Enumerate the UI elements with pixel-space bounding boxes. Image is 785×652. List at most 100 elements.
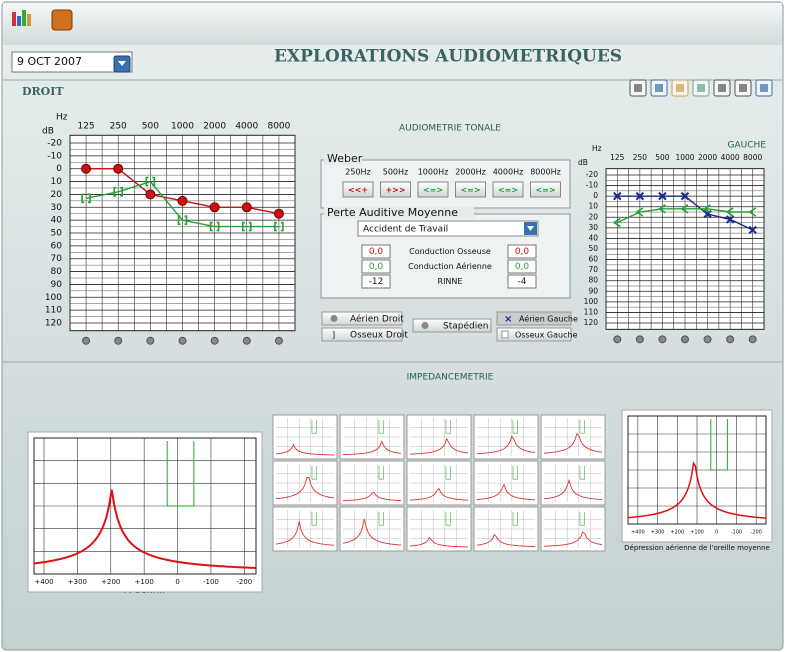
thumb-trace — [311, 512, 317, 526]
legend-label: Osseux Gauche — [515, 331, 578, 340]
marker — [680, 204, 689, 214]
value-box — [361, 244, 391, 259]
thumb-curve — [409, 487, 469, 501]
thumb-curve — [275, 443, 335, 456]
legend-swatch — [421, 322, 429, 329]
y-tick-label: 70 — [588, 265, 598, 274]
marker — [81, 193, 91, 204]
marker — [81, 163, 92, 174]
weber-button[interactable] — [342, 181, 374, 198]
legend-bone-left[interactable] — [496, 327, 572, 342]
y-tick-label: 20 — [588, 212, 598, 221]
y-tick-label: 0 — [593, 191, 598, 200]
y-tick-label: 50 — [588, 244, 598, 253]
right-value: 0,0 — [369, 262, 384, 272]
weber-button[interactable] — [417, 181, 449, 198]
marker — [635, 207, 644, 217]
weber-value: +>> — [385, 186, 405, 195]
frequency-button[interactable] — [210, 336, 219, 345]
marker — [273, 208, 284, 219]
x-tick-label: -200 — [750, 530, 761, 536]
marker — [725, 215, 735, 224]
x-tick-label: 1000 — [675, 153, 694, 162]
frequency-button[interactable] — [726, 335, 735, 344]
frequency-button[interactable] — [658, 335, 667, 344]
left-value: 0,0 — [515, 247, 530, 257]
frequency-button[interactable] — [274, 336, 283, 345]
notes-icon[interactable] — [51, 9, 73, 31]
y-tick-label: 30 — [588, 223, 598, 232]
thumb-trace — [311, 420, 317, 434]
toolbar — [629, 79, 773, 97]
thumb-curve — [409, 536, 468, 548]
toolbar-glyph — [634, 84, 642, 92]
weber-button[interactable] — [455, 181, 486, 198]
weber-button[interactable] — [492, 181, 524, 198]
x-tick-label: 0 — [175, 578, 179, 586]
y-tick-label: 30 — [51, 203, 63, 213]
toolbar-glyph — [697, 84, 705, 92]
marker — [145, 189, 156, 200]
legend-bone-right[interactable] — [321, 327, 403, 342]
legend-stapedien[interactable] — [412, 318, 492, 333]
marker — [703, 204, 712, 214]
thumb-curve — [476, 435, 536, 455]
series-line — [616, 208, 753, 224]
y-tick-label: -20 — [47, 139, 62, 149]
weber-button[interactable] — [530, 181, 561, 198]
marker — [274, 221, 284, 232]
legend-air-right[interactable] — [321, 311, 403, 326]
thumb-curve — [476, 483, 536, 501]
frequency-button[interactable] — [178, 336, 187, 345]
frequency-button[interactable] — [703, 335, 712, 344]
legend-label: Osseux Droit — [350, 331, 408, 341]
frequency-button[interactable] — [242, 336, 251, 345]
legend-label: Aérien Droit — [350, 314, 404, 325]
x-tick-label: +400 — [34, 578, 53, 586]
frequency-button[interactable] — [114, 336, 123, 345]
row-label: Conduction Osseuse — [409, 247, 491, 256]
legend-air-left[interactable] — [496, 311, 572, 326]
thumb-curve — [275, 521, 335, 546]
frequency-button[interactable] — [635, 335, 644, 344]
weber-title-bg — [324, 153, 362, 165]
thumb-trace — [579, 466, 585, 480]
marker — [658, 191, 667, 201]
frequency-button[interactable] — [146, 336, 155, 345]
thumb-curve — [543, 432, 603, 454]
marker — [145, 176, 156, 187]
y-tick-label: 50 — [51, 229, 63, 239]
x-tick-label: 250 — [110, 122, 127, 132]
legend-swatch — [501, 330, 509, 339]
marker — [748, 225, 757, 235]
weber-frequency: 4000Hz — [493, 168, 524, 177]
y-tick-label: 10 — [588, 202, 598, 211]
weber-frequency: 2000Hz — [455, 168, 486, 177]
perte-title-bg — [324, 207, 474, 219]
arrow-glyph — [527, 226, 534, 231]
app-icon[interactable] — [12, 10, 31, 26]
y-tick-label: 120 — [584, 318, 599, 327]
legend-swatch: × — [504, 314, 512, 325]
date-field[interactable] — [11, 51, 133, 73]
frequency-button[interactable] — [748, 335, 757, 344]
frequency-button[interactable] — [82, 336, 91, 345]
marker — [725, 207, 734, 217]
y-tick-label: 40 — [51, 216, 63, 226]
weber-value: <=> — [535, 186, 555, 195]
frequency-button[interactable] — [613, 335, 622, 344]
perte-select[interactable] — [357, 220, 539, 237]
y-tick-label: 100 — [45, 293, 62, 303]
frequency-button[interactable] — [681, 335, 689, 344]
date-value: 9 OCT 2007 — [17, 55, 82, 68]
thumb-trace — [579, 512, 585, 526]
series-line — [85, 180, 279, 228]
weber-button[interactable] — [380, 181, 411, 198]
y-unit: dB — [578, 158, 588, 167]
x-tick-label: 500 — [142, 122, 159, 132]
thumb-curve — [275, 477, 335, 500]
thumb-curve — [342, 440, 402, 456]
x-tick-label: +300 — [651, 530, 665, 536]
value-box — [507, 274, 537, 289]
